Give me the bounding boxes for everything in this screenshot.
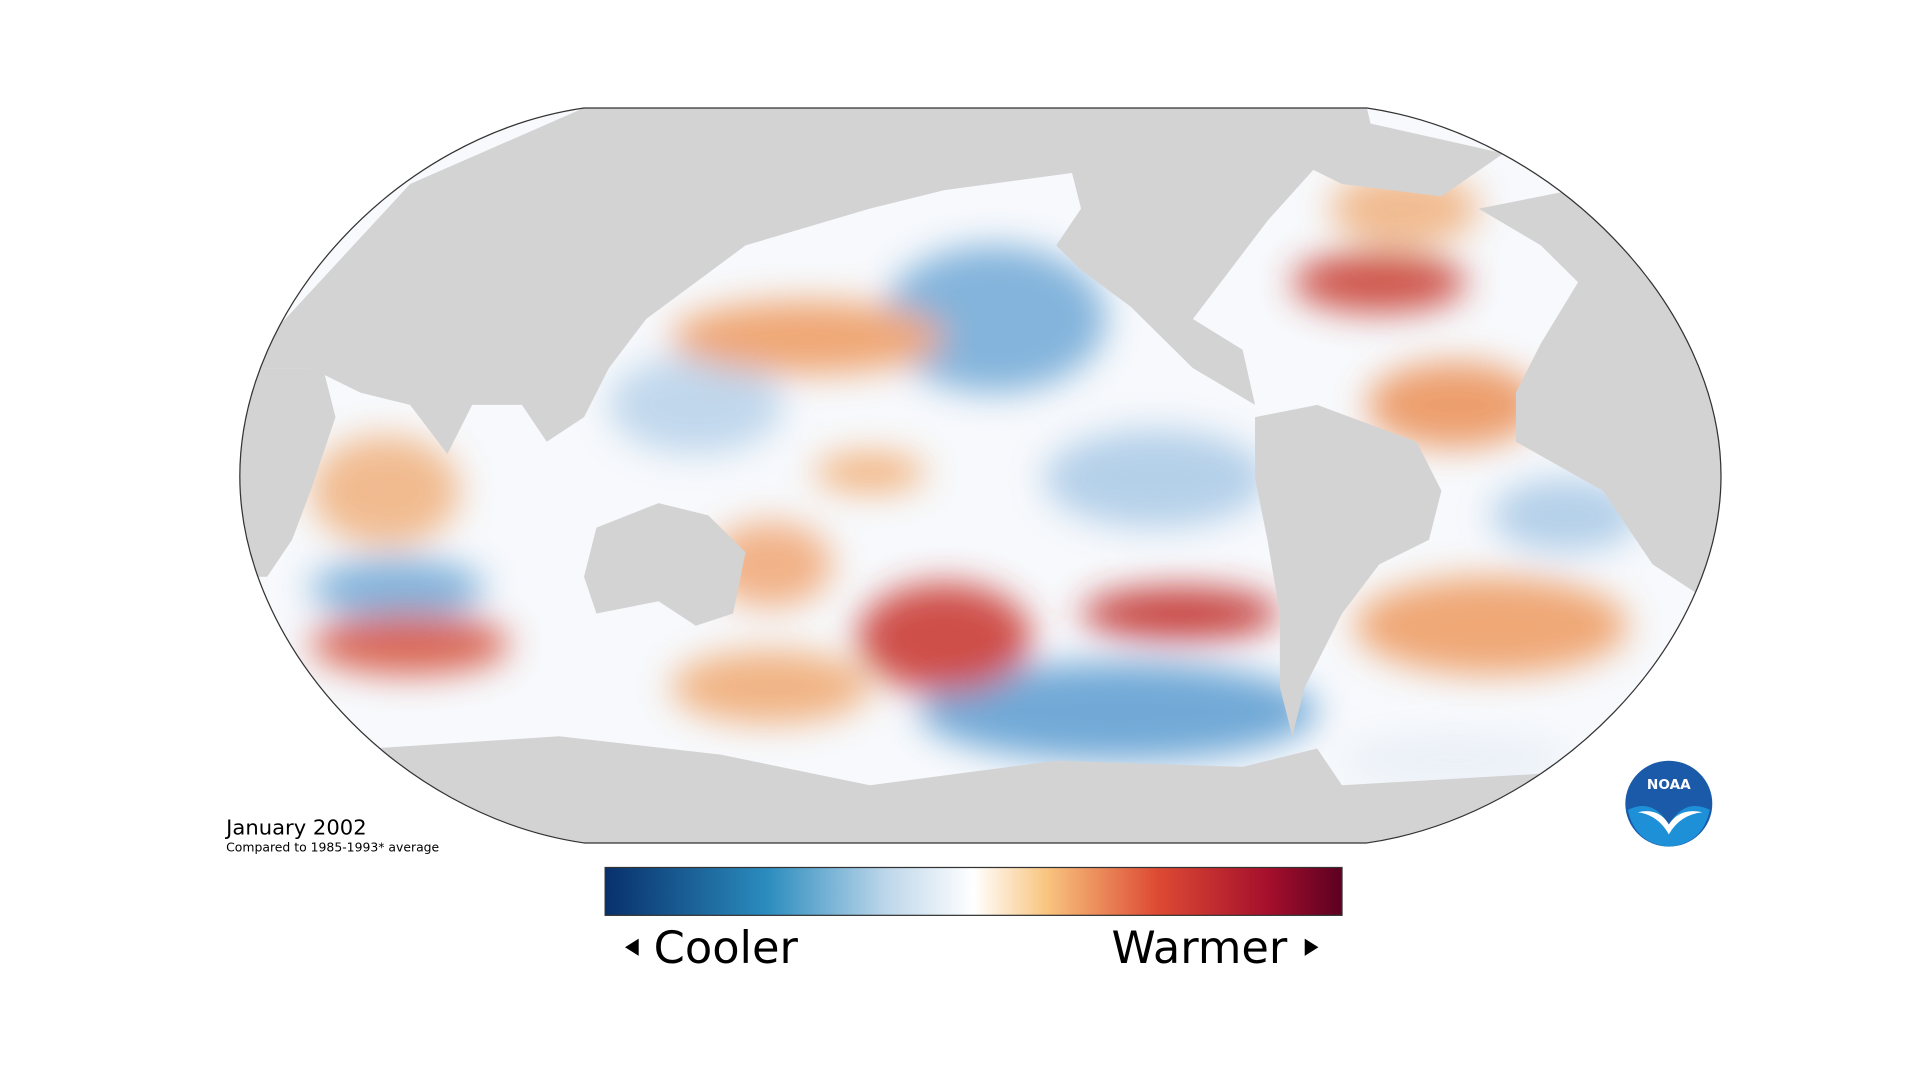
cooler-arrow xyxy=(625,938,639,956)
map-body xyxy=(239,107,1722,843)
anomaly-field xyxy=(310,171,1641,786)
warmer-label: Warmer xyxy=(1112,923,1289,974)
warmer-arrow xyxy=(1304,938,1319,956)
colorbar xyxy=(604,866,1343,916)
land xyxy=(239,107,1722,843)
map-frame xyxy=(239,107,1722,844)
cooler-label: Cooler xyxy=(654,923,799,974)
map-group: January 2002 Compared to 1985-1993* aver… xyxy=(224,107,1722,974)
map-title: January 2002 xyxy=(224,815,367,839)
noaa-logo: NOAA xyxy=(1625,760,1713,847)
logo-text: NOAA xyxy=(1647,777,1691,793)
map-subtitle: Compared to 1985-1993* average xyxy=(226,841,439,855)
